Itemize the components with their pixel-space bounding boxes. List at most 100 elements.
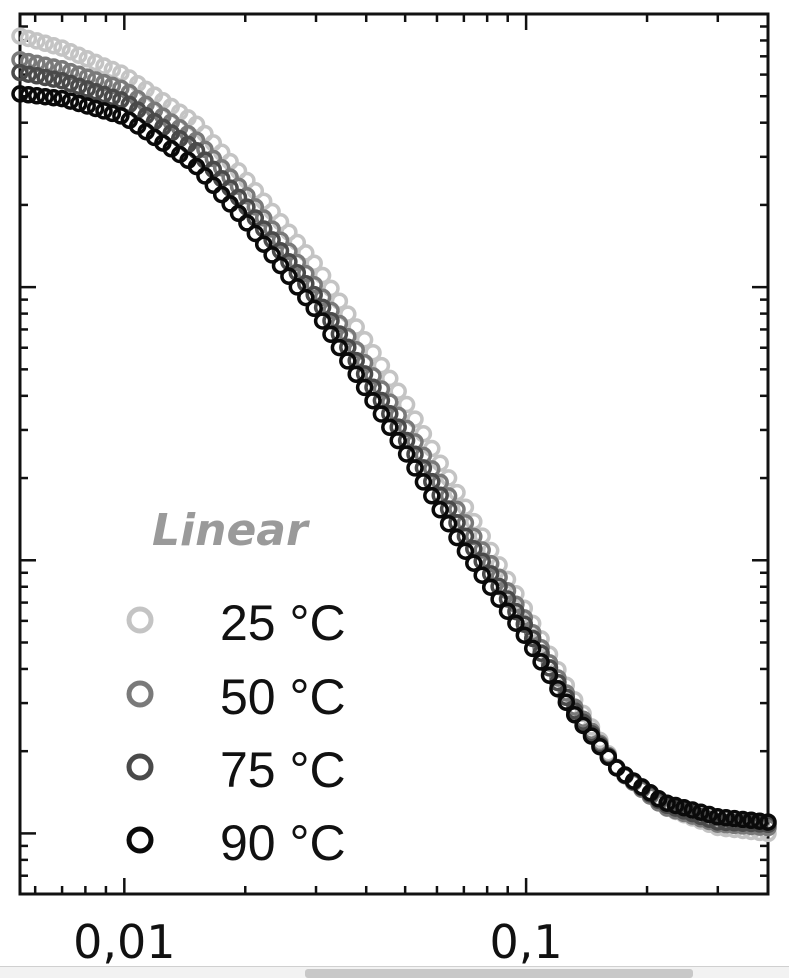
data-point [372, 356, 391, 375]
data-point [742, 811, 760, 830]
x-tick-label: 0,1 [490, 915, 563, 966]
data-point [717, 808, 735, 827]
data-point [532, 653, 550, 671]
series-markers [11, 27, 777, 843]
data-point [397, 395, 416, 414]
data-point [700, 805, 718, 824]
data-point [28, 67, 46, 85]
data-point [347, 318, 365, 336]
data-point [675, 798, 693, 817]
data-point [725, 809, 744, 828]
data-point [70, 46, 88, 64]
data-point [599, 748, 618, 767]
legend-label: 90 °C [220, 815, 346, 871]
data-point [355, 354, 374, 372]
data-point [95, 57, 113, 75]
data-point [19, 29, 38, 48]
data-point [263, 220, 281, 238]
data-point [465, 554, 483, 572]
data-point [565, 706, 584, 724]
data-point [507, 614, 525, 632]
data-point [490, 590, 508, 608]
data-point [683, 801, 702, 819]
data-point [229, 177, 248, 195]
data-point [86, 53, 105, 72]
data-point [498, 602, 517, 620]
data-point [465, 527, 483, 546]
data-point [658, 794, 676, 812]
data-point [381, 393, 399, 411]
data-point [53, 89, 71, 108]
x-tick-labels: 0,01 0,1 [73, 915, 563, 966]
data-point [95, 102, 113, 120]
data-point [381, 418, 399, 437]
data-point [448, 483, 466, 502]
legend: Linear 25 °C 50 °C 75 °C 90 °C [126, 505, 346, 871]
data-point [397, 445, 416, 463]
data-point [103, 88, 122, 106]
x-tick-label: 0,01 [73, 915, 175, 966]
data-point [305, 299, 323, 318]
data-point [44, 58, 63, 76]
data-point [246, 198, 265, 216]
data-point [78, 97, 96, 115]
data-point [381, 369, 399, 388]
data-point [112, 107, 130, 125]
data-point [481, 554, 500, 573]
data-point [666, 796, 685, 815]
data-point [238, 214, 256, 232]
bottom-scrollbar[interactable] [0, 966, 789, 978]
data-point [313, 312, 332, 330]
data-point [11, 63, 29, 82]
data-point [574, 716, 592, 735]
data-point [44, 36, 63, 55]
data-point [28, 87, 46, 105]
tick-marks [20, 12, 770, 896]
data-point [53, 60, 71, 78]
data-point [582, 727, 601, 745]
data-point [322, 325, 340, 344]
data-point [53, 71, 71, 90]
legend-marker [126, 826, 154, 854]
data-point [288, 278, 307, 296]
data-point [406, 459, 424, 477]
data-point [229, 204, 248, 223]
data-point [36, 34, 54, 53]
data-point [263, 246, 281, 264]
data-point [70, 94, 88, 113]
data-point [103, 60, 122, 79]
data-point [515, 599, 534, 617]
data-point [78, 80, 96, 98]
data-point [591, 737, 609, 756]
data-point [431, 501, 449, 519]
data-point [86, 99, 105, 118]
data-point [515, 626, 534, 644]
scrollbar-thumb[interactable] [305, 969, 693, 978]
data-point [473, 566, 491, 584]
legend-label: 25 °C [220, 595, 346, 651]
data-point [439, 469, 458, 487]
data-point [372, 380, 391, 398]
data-point [523, 639, 542, 658]
data-point [61, 92, 80, 110]
data-point [490, 568, 508, 586]
data-point [103, 104, 122, 123]
legend-entry: 50 °C [126, 669, 346, 725]
data-point [389, 406, 407, 424]
data-point [339, 327, 357, 346]
data-point [750, 812, 769, 830]
data-point [330, 338, 349, 357]
legend-entry: 75 °C [126, 742, 346, 798]
data-point [305, 275, 323, 294]
data-point [389, 431, 407, 450]
data-point [19, 65, 38, 83]
data-point [61, 74, 80, 93]
data-point [473, 541, 491, 559]
data-point [481, 578, 500, 596]
legend-title: Linear [152, 505, 310, 556]
data-point [523, 629, 542, 648]
data-point [78, 50, 96, 68]
data-point [28, 32, 46, 50]
plot-area [18, 12, 770, 896]
